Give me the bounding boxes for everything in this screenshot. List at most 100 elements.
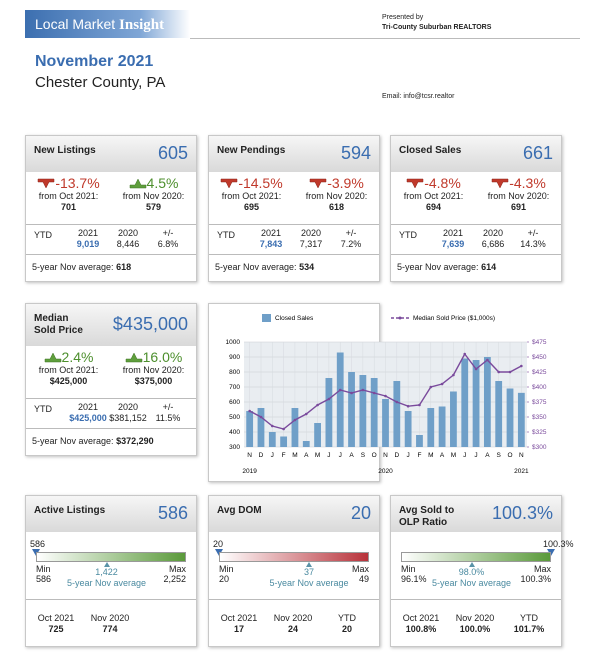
email: Email: info@tcsr.realtor [382,93,455,100]
avg-label: 5-year Nov average [66,578,147,588]
avg-value: 37 [303,567,314,577]
metric-card: Median Sold Price $435,000 2.4% from Oct 20… [25,303,197,456]
x-tick-label: J [339,452,342,459]
ytd-header: +/- [162,402,174,412]
y-tick-label: 1000 [226,339,241,346]
change-pct: -4.3% [509,175,546,191]
y2-tick-label: $300 [532,444,547,451]
y-tick-label: 800 [229,369,240,376]
change-pct: -3.9% [327,175,364,191]
avg-label: 5-year Nov average [431,578,512,588]
ytd-value: 6.8% [157,239,179,249]
x-tick-label: S [497,452,502,459]
area: Chester County, PA [35,74,166,91]
card-title: Avg Sold to OLP Ratio [399,505,455,528]
x-tick-label: M [292,452,297,459]
line-point [350,391,353,395]
bar [280,436,288,447]
up-arrow [129,178,146,189]
bar [506,388,514,447]
avg-value: 1,422 [95,567,118,577]
x-tick-label: N [519,452,524,459]
change-label: from Nov 2020: [122,365,185,375]
arrow-shape [309,178,327,189]
ytd-header: 2020 [300,228,322,238]
chart-card: 300 400 500 600 700 800 900 1000 $300 $325 $350 $37… [208,303,547,482]
ytd-header: 2021 [77,402,99,412]
card-header: New Listings 605 [26,136,196,172]
line-point [282,427,285,431]
change-row: 16.0% [111,350,196,364]
change-prior: $375,000 [134,376,173,386]
card-title: Closed Sales [399,145,462,156]
x-tick-label: N [247,452,252,459]
change: -3.9% from Nov 2020: 618 [294,175,379,213]
bar [450,391,457,447]
card-title: Avg DOM [217,505,262,516]
max-value: 49 [358,574,369,584]
brand-bold: Insight [119,17,165,33]
history-value: 725 [48,624,64,634]
line-point [338,388,342,392]
avg-marker [468,562,475,567]
up-arrow [44,352,61,363]
change-label: from Nov 2020: [305,191,368,201]
avg-marker [306,562,312,567]
ytd-header: +/- [162,228,174,238]
x-tick-label: A [440,452,445,459]
ytd-value: 9,019 [76,239,100,249]
y-tick-label: 400 [229,429,240,436]
x-tick-label: M [428,452,433,459]
brand-text: Local Market [35,16,116,32]
max-label: Max [168,564,186,574]
marker-label: 20 [213,539,224,549]
card-header: Median Sold Price $435,000 [26,304,196,346]
history-label: Oct 2021 [220,613,258,623]
metric-card: Closed Sales 661 -4.8% from Oct 2021: 694 -4.… [390,135,562,282]
ytd-header: 2021 [77,228,99,238]
ytd-value: 11.5% [155,413,181,423]
line-point [384,394,387,398]
card-title: New Pendings [217,145,286,156]
y2-tick-label: $450 [532,354,547,361]
history-label: Nov 2020 [273,613,313,623]
history-value: 774 [102,624,118,634]
year-label: 2021 [514,468,529,475]
line-point [429,385,433,389]
separator [209,254,379,255]
bar [438,406,446,447]
line-point [304,412,308,416]
change: -13.7% from Oct 2021: 701 [26,176,111,213]
y2-tick-label: $425 [532,369,547,376]
gauge-bar [36,552,186,562]
average: 5-year Nov average: $372,290 [32,436,154,446]
change: -14.5% from Oct 2021: 695 [209,176,294,213]
history-value: 24 [287,624,298,634]
bar [314,423,321,447]
down-arrow [406,178,424,189]
chart: 300 400 500 600 700 800 900 1000 $300 $325 $350 $37… [226,314,547,475]
bar [416,435,423,447]
ytd-value: 7,843 [259,239,283,249]
ytd-value: 7.2% [340,239,362,249]
separator [26,398,196,399]
gauge-card: Avg Sold to OLP Ratio 100.3% 100.3% 98.0% 5-… [390,495,574,647]
down-arrow [38,178,55,189]
presenter: Tri-County Suburban REALTORS [382,24,492,31]
change: 2.4% from Oct 2021: $425,000 [26,350,111,387]
bar [302,441,310,447]
bar [336,352,344,447]
line-point [395,400,399,404]
marker-label: 586 [30,539,46,549]
marker [547,549,555,556]
change-prior: 695 [243,202,260,212]
change-label: from Oct 2021: [38,191,99,201]
x-tick-label: A [304,452,309,459]
ytd-header: 2021 [260,228,282,238]
change-row: 2.4% [26,350,111,364]
arrow-shape [129,178,146,189]
bar [268,432,276,447]
avg-value: 98.0% [458,567,485,577]
average-value: 618 [116,262,132,272]
